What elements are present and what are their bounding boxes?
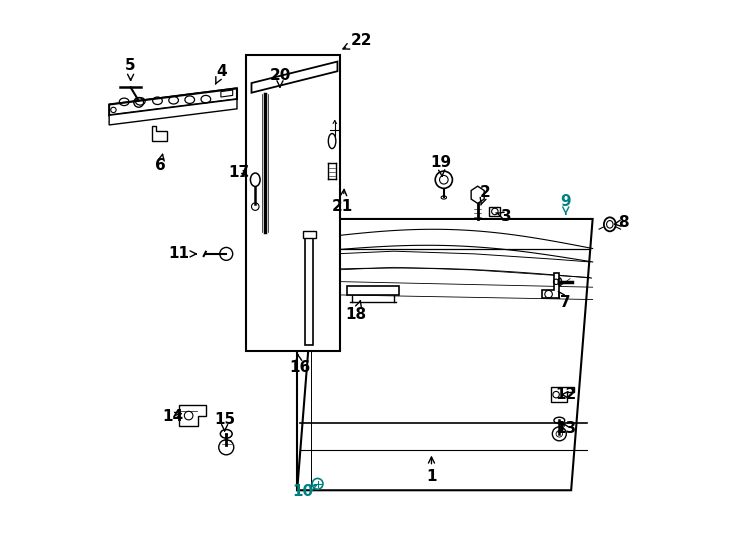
Text: 5: 5 [126,58,136,80]
Text: 15: 15 [214,412,235,431]
Polygon shape [109,99,237,125]
Text: 13: 13 [555,421,576,436]
Polygon shape [302,231,316,238]
Polygon shape [346,286,399,295]
Text: 12: 12 [555,387,576,402]
Text: 21: 21 [333,190,354,214]
Polygon shape [490,207,501,217]
Polygon shape [471,186,484,204]
Text: 1: 1 [426,457,437,484]
Text: 22: 22 [343,32,372,49]
Text: 9: 9 [561,194,571,214]
Text: 11: 11 [169,246,196,261]
Polygon shape [297,219,592,490]
Polygon shape [252,62,338,93]
Polygon shape [221,90,233,97]
Text: 7: 7 [559,292,571,310]
Text: 14: 14 [162,409,183,423]
Polygon shape [109,89,237,115]
Text: 17: 17 [228,165,250,180]
Text: 20: 20 [269,68,291,87]
Polygon shape [179,406,206,426]
Text: 19: 19 [431,155,451,176]
Text: 2: 2 [480,185,490,205]
Polygon shape [246,55,340,350]
Polygon shape [550,387,574,402]
Polygon shape [542,273,559,298]
Text: 18: 18 [346,301,367,321]
Text: 10: 10 [292,484,316,499]
Polygon shape [305,238,313,345]
Polygon shape [152,126,167,141]
Text: 8: 8 [614,215,629,230]
Text: 4: 4 [216,64,228,84]
Text: 6: 6 [155,154,166,173]
Text: 3: 3 [496,209,512,224]
Text: 16: 16 [289,354,310,375]
